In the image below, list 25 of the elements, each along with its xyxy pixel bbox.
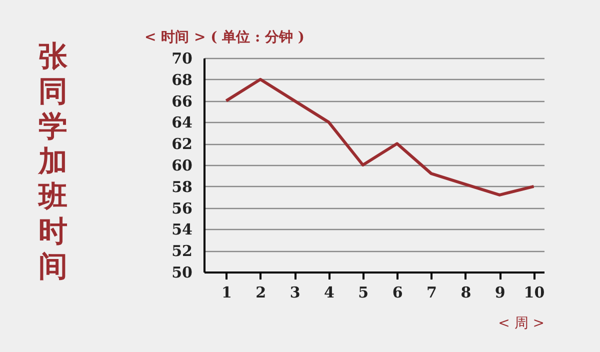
text: 张同学加班时间 [38, 39, 68, 283]
y-tick-label: 56 [172, 199, 192, 218]
y-tick-label: 52 [172, 242, 192, 260]
y-axis-title: < 时间 > ( 单位 : 分钟 ) [144, 30, 304, 46]
x-tick-label: 9 [494, 284, 506, 302]
x-tick-label: 6 [392, 284, 403, 302]
y-tick-label: 58 [172, 178, 192, 196]
x-tick-label: 2 [256, 284, 266, 302]
y-tick-label: 62 [172, 135, 192, 154]
x-axis-title: < 周 > [498, 316, 544, 332]
x-tick-label: 10 [524, 284, 545, 302]
x-tick-label: 1 [221, 284, 232, 302]
x-tick-label: 8 [460, 284, 472, 302]
y-tick-label: 60 [172, 156, 192, 174]
x-tick-label: 7 [426, 284, 437, 302]
y-tick-label: 70 [172, 50, 192, 68]
x-tick-label: 3 [290, 284, 300, 302]
y-tick-label: 50 [172, 264, 192, 282]
y-tick-label: 66 [172, 92, 192, 110]
line-series [224, 78, 536, 196]
x-tick-label: 5 [358, 284, 369, 302]
x-tick-label: 4 [324, 284, 334, 302]
y-tick-label: 68 [172, 70, 192, 89]
y-tick-label: 54 [172, 220, 192, 239]
y-tick-label: 64 [172, 114, 192, 132]
